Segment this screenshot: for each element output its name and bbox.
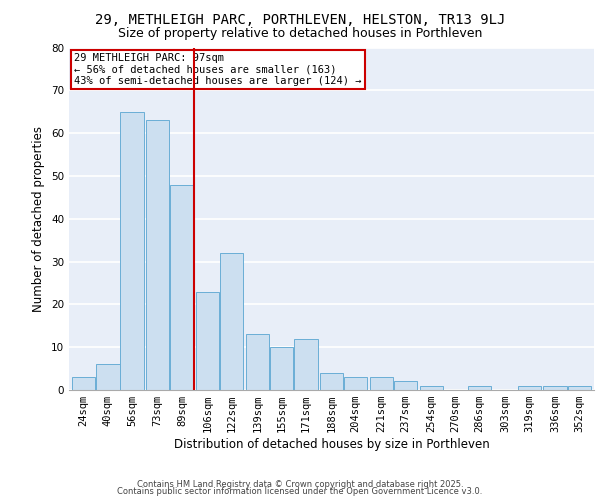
Bar (394, 382, 417, 390)
Bar (220, 253, 244, 390)
Bar (419, 386, 443, 390)
Bar (146, 120, 169, 390)
Text: Size of property relative to detached houses in Porthleven: Size of property relative to detached ho… (118, 28, 482, 40)
Text: 29 METHLEIGH PARC: 97sqm
← 56% of detached houses are smaller (163)
43% of semi-: 29 METHLEIGH PARC: 97sqm ← 56% of detach… (74, 52, 362, 86)
Bar (270, 347, 293, 390)
Bar (518, 386, 541, 390)
Bar (72, 377, 95, 390)
Text: Contains HM Land Registry data © Crown copyright and database right 2025.: Contains HM Land Registry data © Crown c… (137, 480, 463, 489)
X-axis label: Distribution of detached houses by size in Porthleven: Distribution of detached houses by size … (173, 438, 490, 451)
Bar (568, 386, 591, 390)
Bar (246, 334, 269, 390)
Y-axis label: Number of detached properties: Number of detached properties (32, 126, 46, 312)
Text: Contains public sector information licensed under the Open Government Licence v3: Contains public sector information licen… (118, 487, 482, 496)
Bar (544, 386, 567, 390)
Bar (121, 112, 144, 390)
Bar (344, 377, 367, 390)
Bar (96, 364, 119, 390)
Bar (170, 184, 194, 390)
Text: 29, METHLEIGH PARC, PORTHLEVEN, HELSTON, TR13 9LJ: 29, METHLEIGH PARC, PORTHLEVEN, HELSTON,… (95, 12, 505, 26)
Bar (370, 377, 393, 390)
Bar (320, 373, 343, 390)
Bar (294, 338, 317, 390)
Bar (468, 386, 491, 390)
Bar (196, 292, 220, 390)
